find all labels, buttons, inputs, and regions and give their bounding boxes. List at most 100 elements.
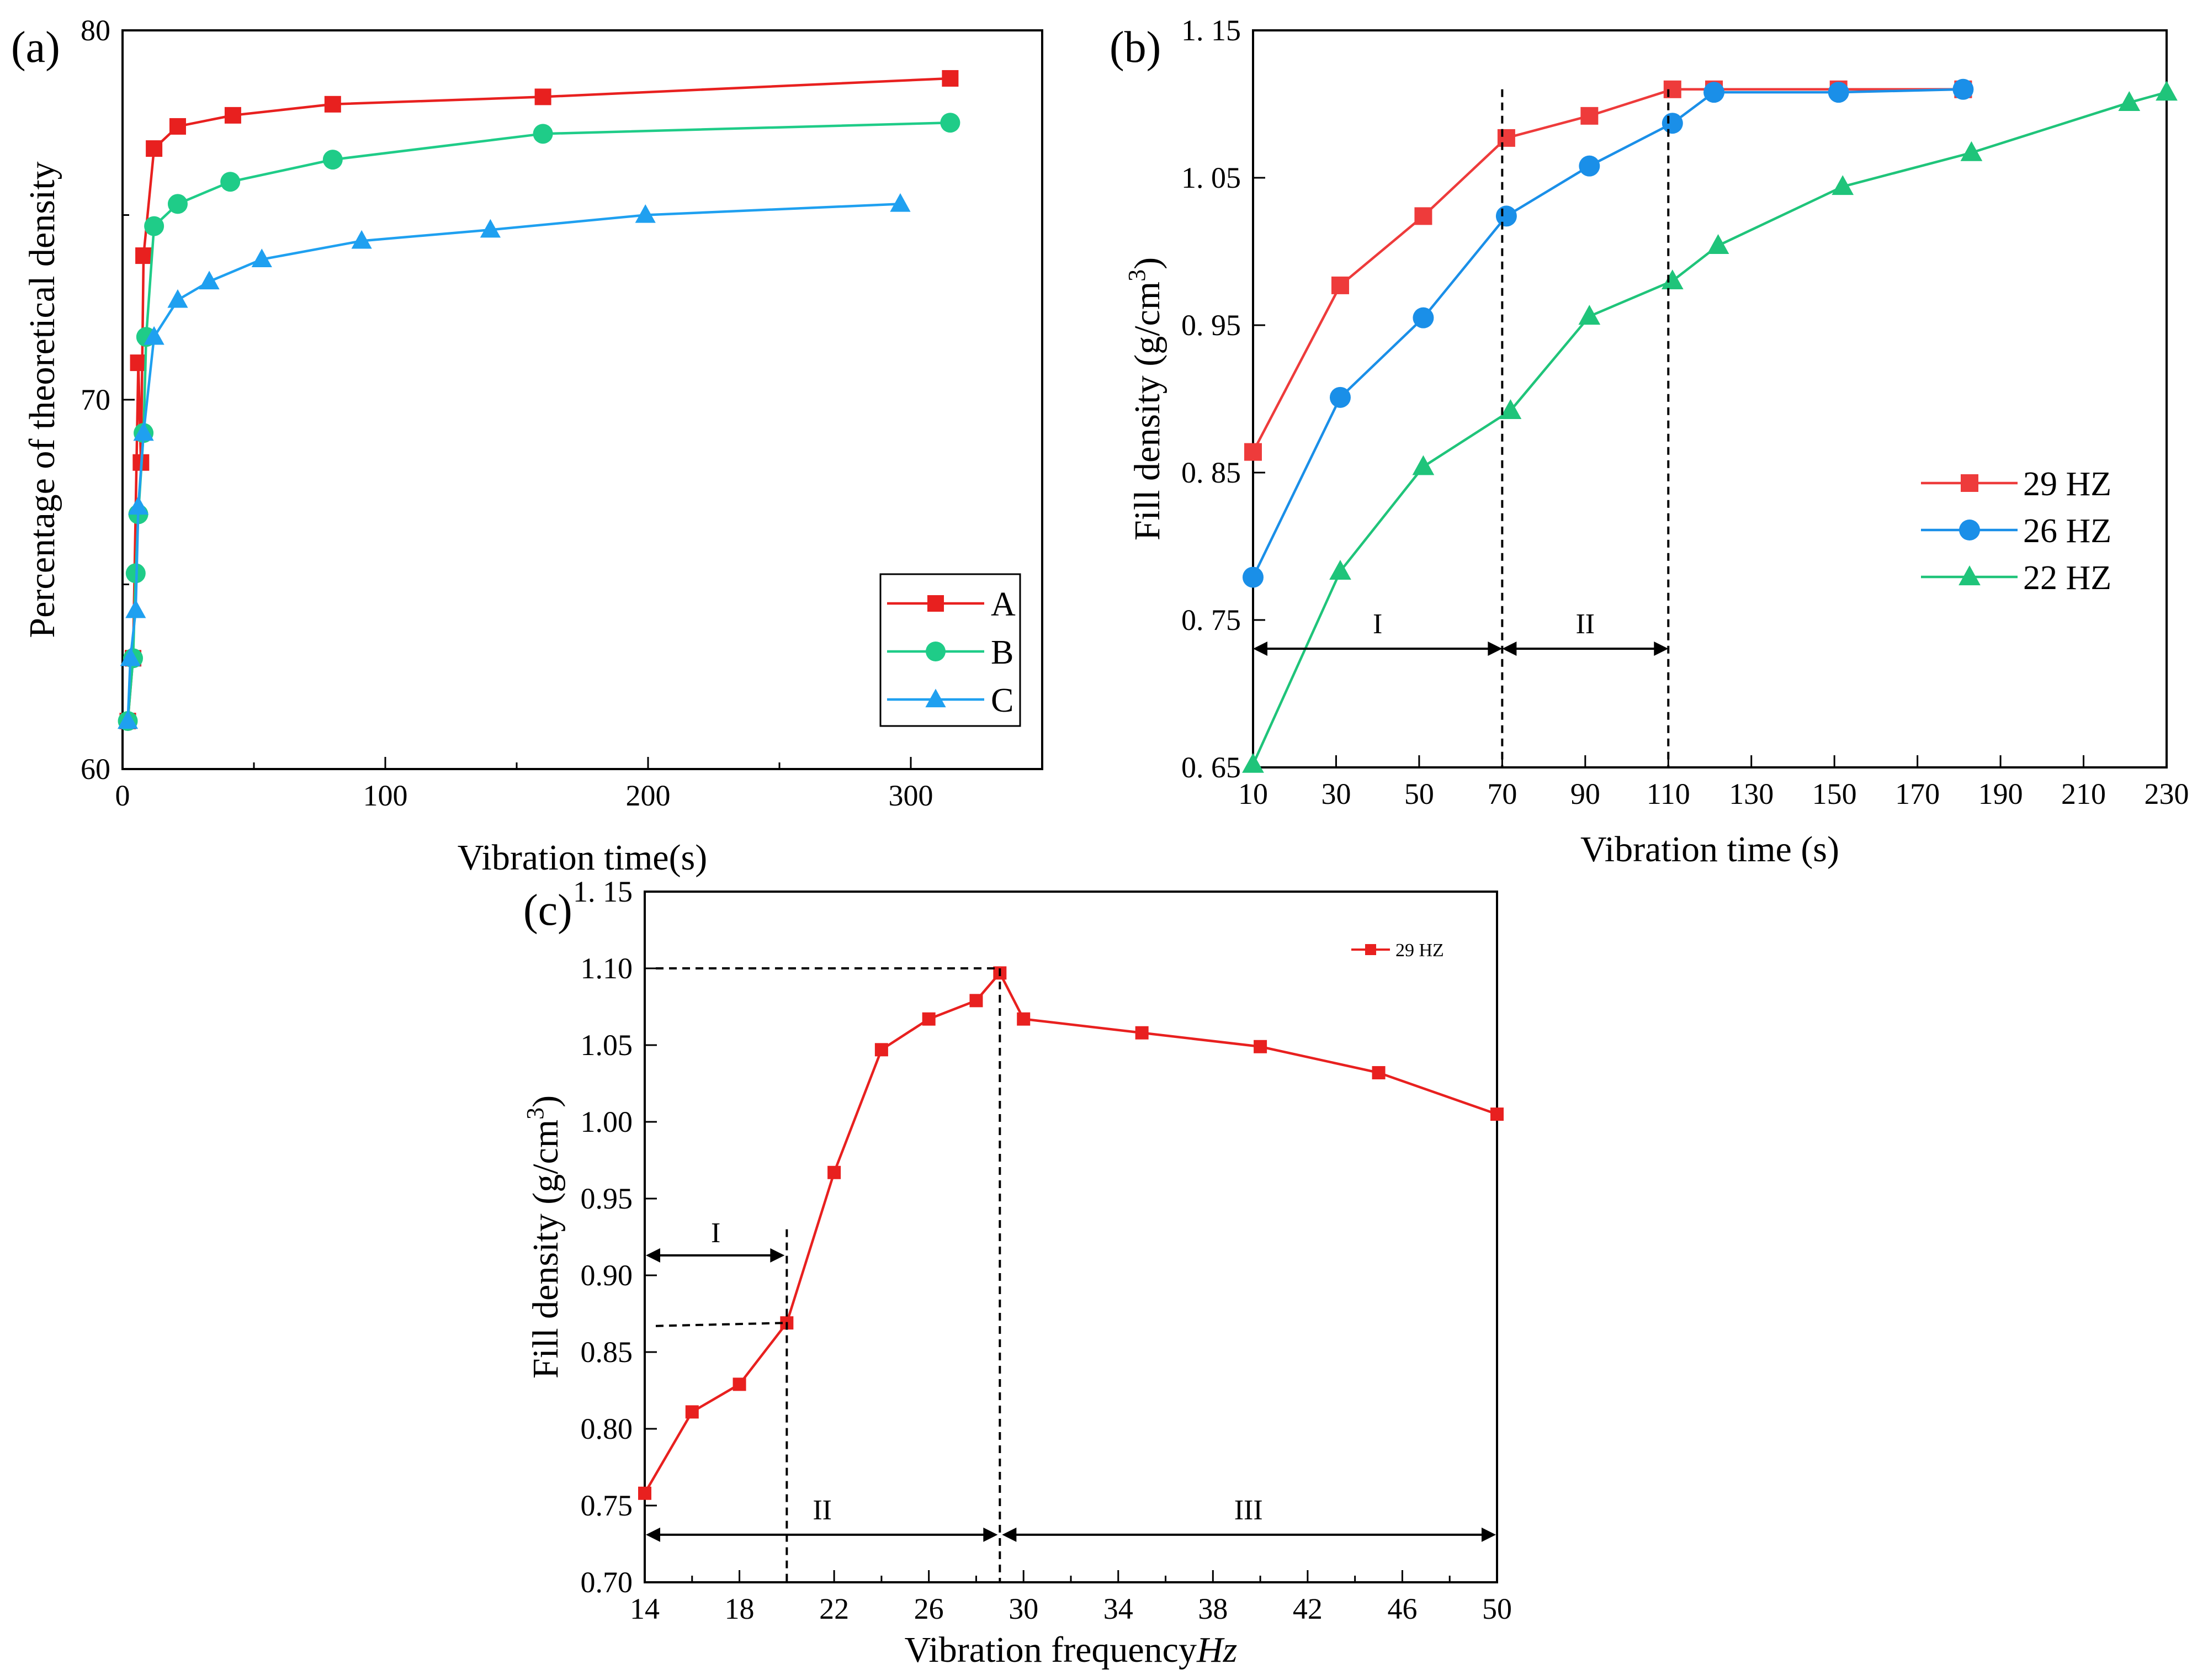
x-axis-label: Vibration time(s) xyxy=(458,838,707,878)
y-tick-label: 1.00 xyxy=(581,1105,633,1138)
x-tick-label: 170 xyxy=(1895,777,1940,810)
x-tick-label: 26 xyxy=(914,1592,944,1625)
reference-line-low xyxy=(655,1322,787,1327)
data-point xyxy=(167,194,188,214)
x-axis-label: Vibration time (s) xyxy=(1580,829,1839,870)
data-point xyxy=(874,1043,888,1057)
data-point xyxy=(1017,1012,1031,1026)
data-point xyxy=(1372,1066,1386,1080)
y-tick-label: 1.05 xyxy=(581,1029,633,1062)
region-arrow-0-head-left xyxy=(1253,642,1267,656)
x-tick-label: 110 xyxy=(1647,777,1690,810)
panel-label-c: (c) xyxy=(523,886,572,935)
x-axis-label-main: Vibration frequency xyxy=(905,1630,1197,1670)
x-tick-label: 0 xyxy=(115,779,130,812)
x-tick-label: 50 xyxy=(1404,777,1434,810)
x-tick-label: 300 xyxy=(889,779,933,812)
data-point xyxy=(1497,129,1515,147)
legend-label: A xyxy=(991,586,1016,623)
region-arrow-0-head-right xyxy=(770,1248,785,1263)
legend-label: C xyxy=(991,682,1013,719)
x-tick-label: 46 xyxy=(1387,1592,1417,1625)
panel-label-b: (b) xyxy=(1110,23,1161,72)
data-point xyxy=(351,230,372,249)
data-point xyxy=(1495,205,1517,227)
data-point xyxy=(117,710,139,729)
data-point xyxy=(1244,443,1262,461)
legend-label: B xyxy=(991,634,1013,671)
data-point xyxy=(125,599,146,618)
y-tick-label: 0.75 xyxy=(581,1489,633,1522)
data-point xyxy=(146,140,163,157)
y-tick-label: 1. 15 xyxy=(1181,14,1241,47)
y-axis-label: Percentage of theoretical density xyxy=(22,161,62,638)
data-point xyxy=(1828,82,1849,103)
region-arrow-2-head-left xyxy=(1002,1527,1017,1542)
x-tick-label: 200 xyxy=(626,779,671,812)
series-line-29-hz xyxy=(644,971,1498,1494)
x-tick-label: 10 xyxy=(1238,777,1268,810)
x-axis-label: Vibration frequencyHz xyxy=(905,1630,1238,1670)
x-tick-label: 100 xyxy=(363,779,408,812)
y-tick-label: 0.95 xyxy=(581,1182,633,1215)
x-tick-label: 22 xyxy=(819,1592,849,1625)
data-point xyxy=(1663,80,1681,98)
x-axis-label-unit: Hz xyxy=(1196,1630,1237,1670)
data-point xyxy=(969,994,983,1008)
data-point xyxy=(534,88,551,105)
data-point xyxy=(220,172,241,192)
data-point xyxy=(1135,1026,1149,1040)
data-point xyxy=(322,150,343,170)
panel-a: 0 100 200 300 60 70 80 (a) Vibration time(s) Perc… xyxy=(11,14,1043,878)
data-point xyxy=(1832,175,1854,195)
data-point xyxy=(1329,560,1351,580)
data-point xyxy=(1490,1107,1504,1121)
y-axis-label: Fill density (g/cm3) xyxy=(522,1095,566,1379)
x-tick-label: 14 xyxy=(630,1592,660,1625)
data-point xyxy=(1412,455,1435,475)
x-tick-label: 38 xyxy=(1198,1592,1228,1625)
data-point xyxy=(1661,269,1684,290)
data-point xyxy=(1254,1040,1267,1053)
region-arrow-1-head-left xyxy=(646,1527,660,1542)
x-tick-label: 34 xyxy=(1103,1592,1133,1625)
data-point xyxy=(827,1165,841,1179)
region-label: I xyxy=(711,1217,720,1249)
x-tick-label: 190 xyxy=(1978,777,2023,810)
legend-marker xyxy=(926,642,946,661)
y-tick-label: 1. 05 xyxy=(1181,161,1241,194)
y-axis-label-close: ) xyxy=(1127,257,1167,269)
y-tick-label: 60 xyxy=(81,752,110,786)
region-arrow-0-head-left xyxy=(646,1248,660,1263)
data-point xyxy=(2156,81,2178,101)
data-point xyxy=(922,1012,936,1026)
data-point xyxy=(1578,305,1601,325)
data-point xyxy=(130,354,147,372)
data-point xyxy=(733,1377,746,1391)
legend-label: 29 HZ xyxy=(2023,465,2111,503)
x-tick-label: 150 xyxy=(1812,777,1857,810)
y-axis-label-sup: 3 xyxy=(522,1107,549,1120)
data-point xyxy=(1413,307,1434,328)
region-arrow-1-head-right xyxy=(983,1527,998,1542)
y-tick-label: 0. 65 xyxy=(1181,751,1241,784)
x-tick-label: 90 xyxy=(1570,777,1600,810)
data-point xyxy=(1331,276,1349,294)
x-tick-label: 130 xyxy=(1729,777,1774,810)
data-point xyxy=(1243,566,1264,588)
data-point xyxy=(1242,752,1264,773)
region-arrow-2-head-right xyxy=(1482,1527,1496,1542)
data-point xyxy=(940,113,960,133)
data-point xyxy=(167,289,188,308)
data-point xyxy=(480,219,501,238)
data-point xyxy=(120,647,141,666)
y-tick-label: 0. 85 xyxy=(1181,456,1241,489)
y-tick-label: 0. 75 xyxy=(1181,603,1241,637)
data-point xyxy=(533,124,553,144)
data-point xyxy=(135,247,152,264)
x-tick-label: 230 xyxy=(2145,777,2189,810)
region-arrow-1-head-left xyxy=(1502,642,1517,656)
data-point xyxy=(128,496,149,515)
legend-label: 22 HZ xyxy=(2023,559,2111,597)
